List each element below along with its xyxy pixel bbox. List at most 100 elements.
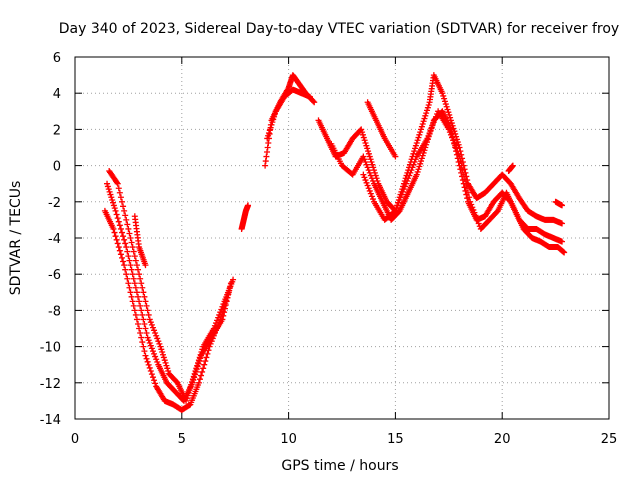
data-point — [371, 169, 378, 176]
data-point — [164, 365, 171, 372]
data-point — [392, 153, 399, 160]
data-point — [453, 145, 460, 152]
data-point — [428, 124, 435, 131]
data-point — [441, 95, 448, 102]
data-point — [418, 126, 425, 133]
data-point — [396, 196, 403, 203]
data-point — [455, 150, 462, 157]
data-point — [412, 142, 419, 149]
data-point — [131, 307, 138, 314]
data-point — [124, 221, 131, 228]
data-point — [128, 239, 135, 246]
data-point — [455, 141, 462, 148]
y-tick-label: 2 — [53, 123, 61, 138]
data-point — [121, 236, 128, 243]
data-point — [202, 358, 209, 365]
data-point — [113, 211, 120, 218]
data-point — [158, 346, 165, 353]
data-point — [360, 171, 367, 178]
data-point — [452, 142, 459, 149]
data-point — [365, 150, 372, 157]
data-point — [265, 132, 272, 139]
data-point — [369, 196, 376, 203]
data-point — [146, 339, 153, 346]
data-point — [156, 340, 163, 347]
data-point — [362, 158, 369, 165]
data-point — [218, 306, 225, 313]
data-point — [412, 145, 419, 152]
data-point — [445, 126, 452, 133]
data-point — [445, 109, 452, 116]
data-point — [198, 349, 205, 356]
data-point — [367, 156, 374, 163]
data-point — [160, 354, 167, 361]
data-point — [367, 190, 374, 197]
data-point — [139, 311, 146, 318]
data-point — [415, 166, 422, 173]
data-point — [196, 354, 203, 361]
data-point — [364, 182, 371, 189]
data-point — [406, 172, 413, 179]
x-tick-label: 0 — [71, 432, 79, 447]
data-point — [424, 104, 431, 111]
data-point — [143, 302, 150, 309]
data-point — [421, 115, 428, 122]
data-point — [137, 275, 144, 282]
data-point — [410, 161, 417, 168]
data-point — [475, 220, 482, 227]
data-point — [186, 387, 193, 394]
data-point — [149, 324, 156, 331]
data-point — [129, 298, 136, 305]
data-point — [123, 216, 130, 223]
data-point — [212, 320, 219, 327]
y-axis-label: SDTVAR / TECUs — [8, 181, 24, 296]
data-point — [365, 148, 372, 155]
data-point — [407, 169, 414, 176]
data-point — [268, 121, 275, 128]
series-track-3 — [106, 168, 237, 404]
data-point — [115, 185, 122, 192]
data-point — [142, 352, 149, 359]
series-track-4 — [131, 213, 149, 269]
data-point — [105, 186, 112, 193]
data-point — [122, 266, 129, 273]
data-point — [141, 293, 148, 300]
data-point — [126, 284, 133, 291]
data-point — [144, 334, 151, 341]
data-point — [419, 120, 426, 127]
data-point — [113, 236, 120, 243]
data-point — [120, 233, 127, 240]
data-point — [442, 101, 449, 108]
data-point — [440, 92, 447, 99]
data-point — [104, 183, 111, 190]
data-point — [145, 337, 152, 344]
data-point — [402, 183, 409, 190]
data-point — [131, 253, 138, 260]
data-point — [118, 198, 125, 205]
series-track-8 — [315, 72, 566, 227]
data-point — [195, 379, 202, 386]
data-point — [430, 119, 437, 126]
data-point — [369, 161, 376, 168]
data-point — [420, 118, 427, 125]
data-point — [130, 302, 137, 309]
data-point — [199, 368, 206, 375]
data-point — [140, 343, 147, 350]
data-point — [136, 325, 143, 332]
data-point — [141, 320, 148, 327]
data-point — [266, 127, 273, 134]
data-point — [456, 153, 463, 160]
series-track-7 — [264, 86, 313, 142]
data-point — [137, 330, 144, 337]
data-point — [110, 225, 117, 232]
data-point — [371, 167, 378, 174]
data-point — [463, 185, 470, 192]
data-point — [360, 134, 367, 141]
data-point — [439, 90, 446, 97]
data-point — [422, 112, 429, 119]
data-point — [107, 191, 114, 198]
data-point — [153, 332, 160, 339]
data-point — [368, 175, 375, 182]
data-point — [473, 215, 480, 222]
